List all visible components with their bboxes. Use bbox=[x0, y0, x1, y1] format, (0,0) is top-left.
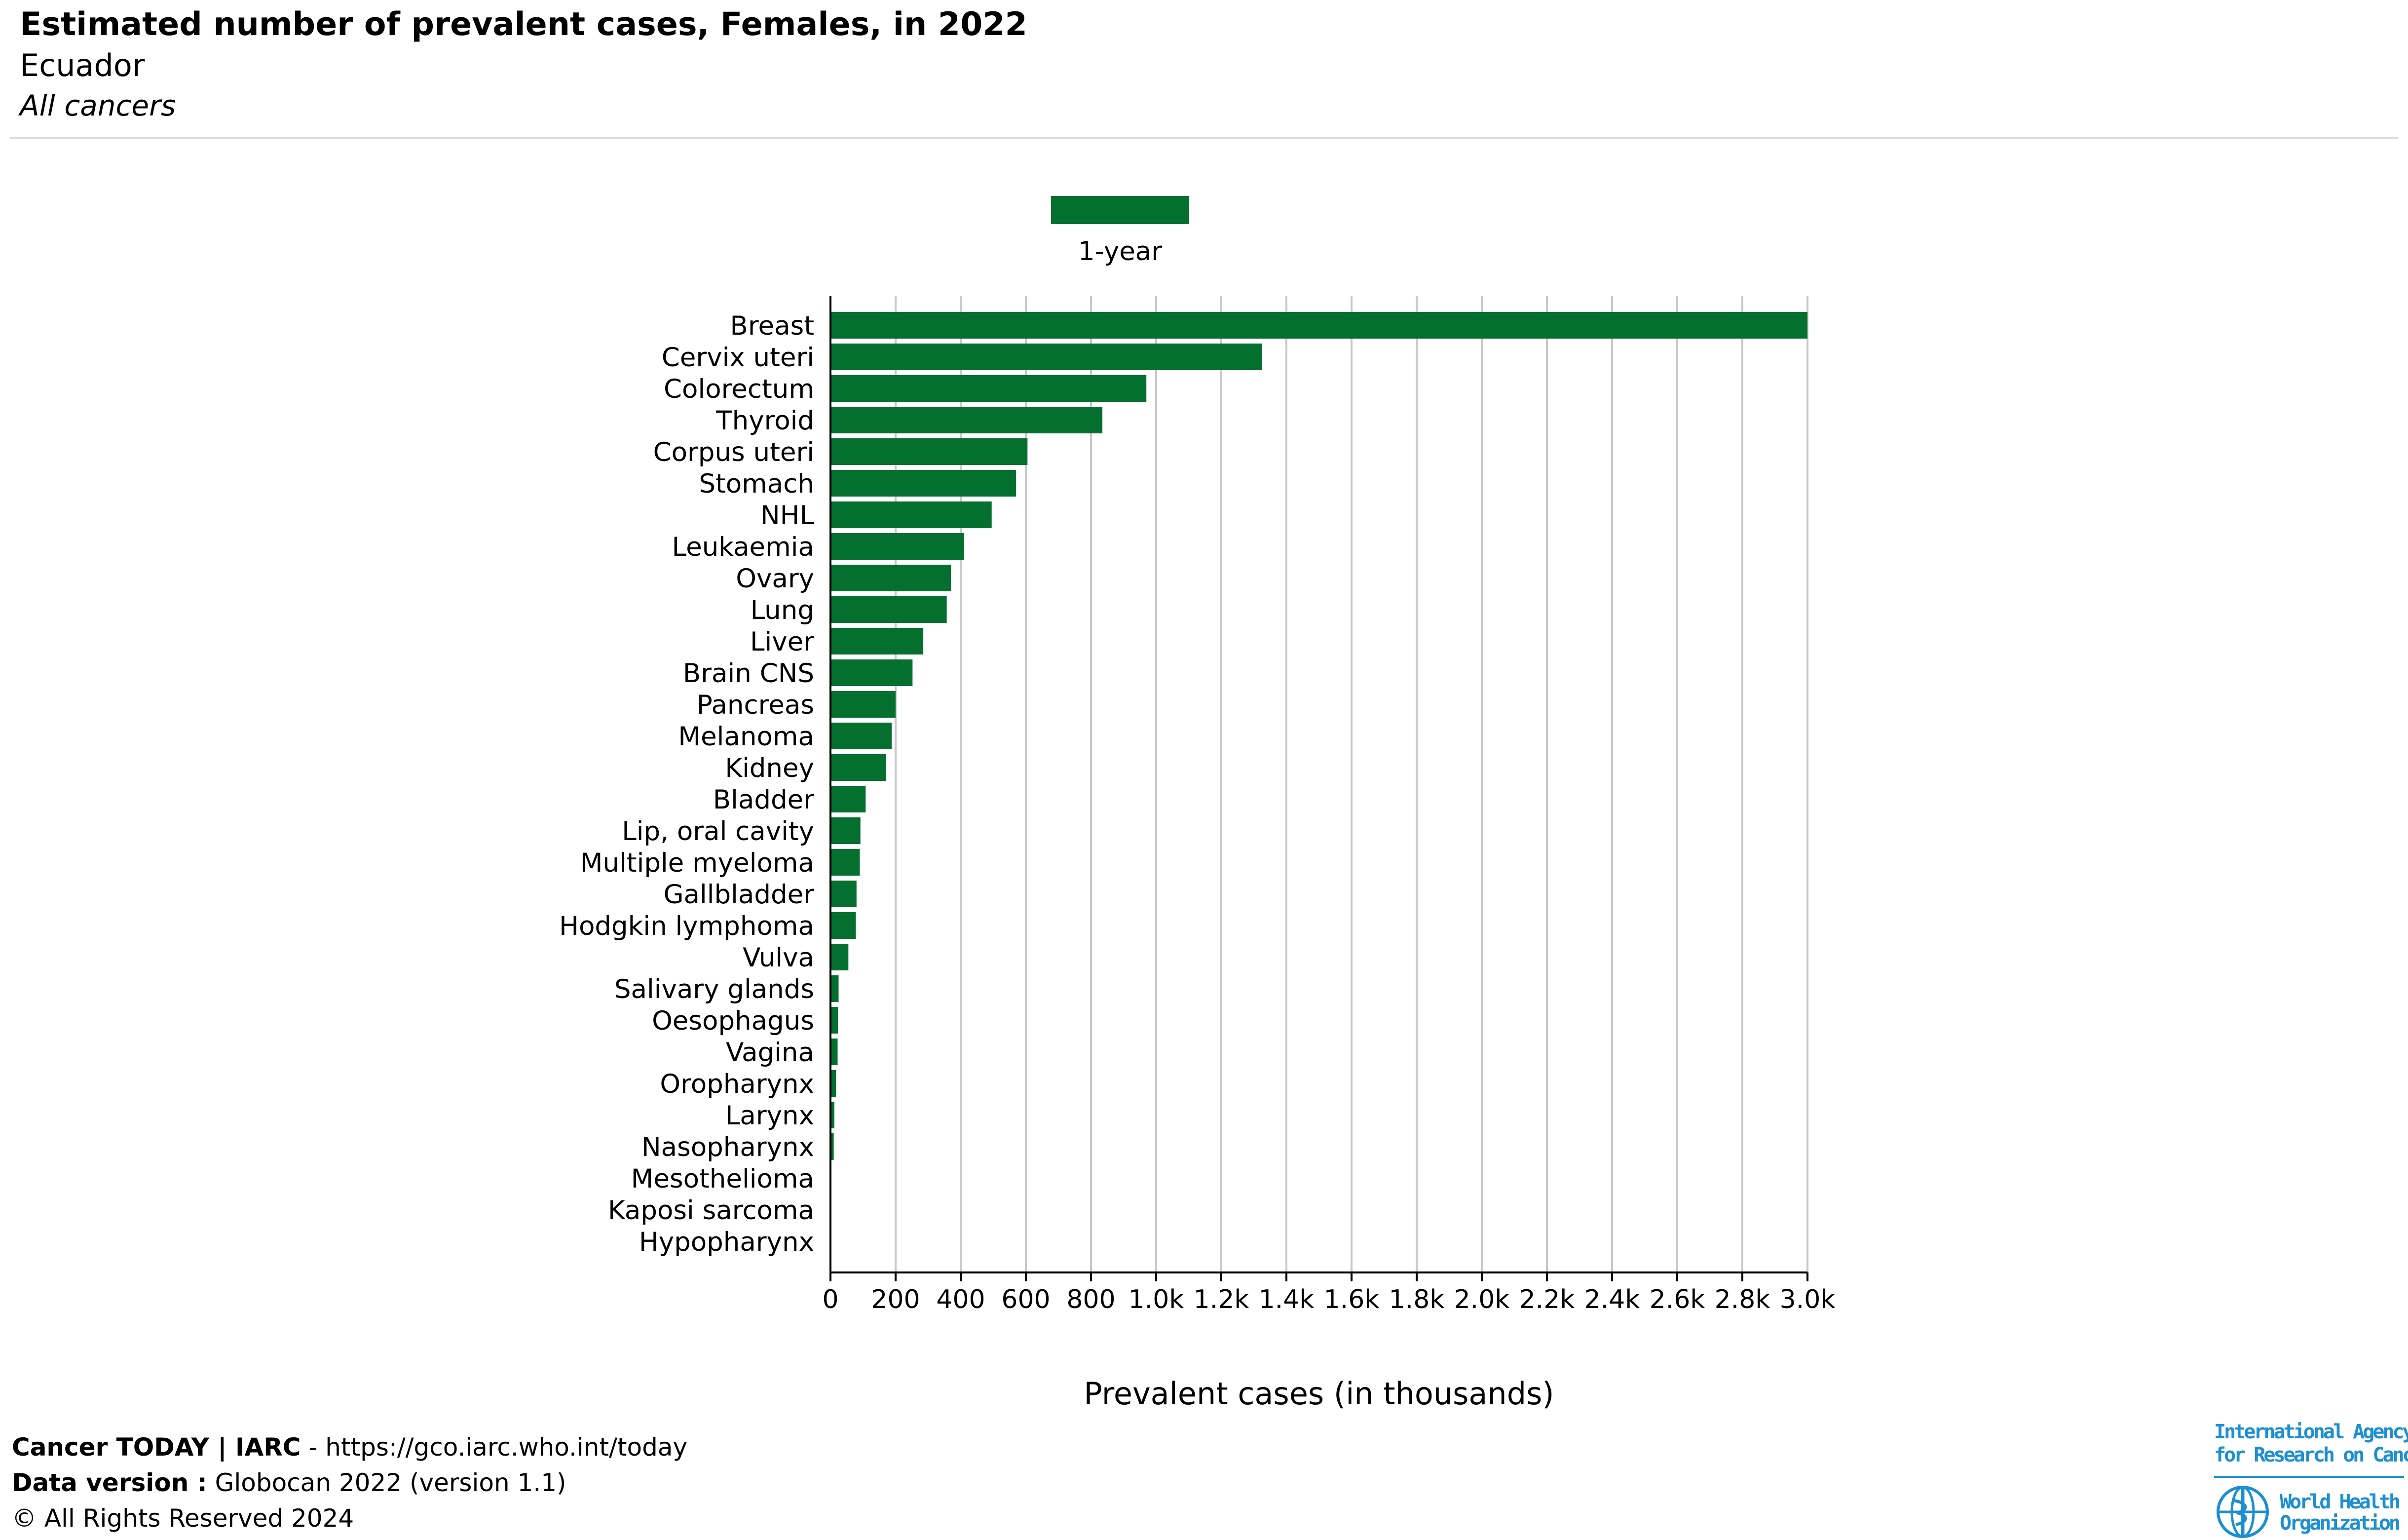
bar[interactable] bbox=[830, 533, 964, 560]
legend-swatch[interactable] bbox=[1051, 196, 1189, 224]
category-label: Bladder bbox=[713, 785, 814, 815]
category-label: Corpus uteri bbox=[653, 437, 814, 467]
category-label: Melanoma bbox=[678, 722, 814, 752]
category-label: Hypopharynx bbox=[639, 1227, 814, 1257]
bar[interactable] bbox=[830, 438, 1028, 465]
category-label: Vagina bbox=[726, 1038, 814, 1068]
category-label: Ovary bbox=[736, 564, 814, 594]
x-tick-label: 1.0k bbox=[1129, 1285, 1184, 1314]
bar[interactable] bbox=[830, 817, 861, 844]
category-label: Lung bbox=[751, 595, 814, 625]
bar[interactable] bbox=[830, 565, 951, 591]
x-tick-label: 2.8k bbox=[1715, 1285, 1770, 1314]
x-tick-label: 1.2k bbox=[1194, 1285, 1249, 1314]
legend[interactable]: 1-year bbox=[1051, 196, 1189, 267]
bar[interactable] bbox=[830, 1070, 836, 1097]
x-tick-label: 800 bbox=[1066, 1285, 1115, 1314]
category-label: Kidney bbox=[725, 753, 814, 783]
bar[interactable] bbox=[830, 786, 866, 812]
bar[interactable] bbox=[830, 501, 992, 528]
iarc-logo-line2: for Research on Cancer bbox=[2214, 1444, 2408, 1466]
chart-subsubtitle: All cancers bbox=[20, 89, 176, 122]
footer-version-value: Globocan 2022 (version 1.1) bbox=[207, 1468, 566, 1497]
category-label: Mesothelioma bbox=[631, 1164, 814, 1194]
x-tick-label: 1.8k bbox=[1389, 1285, 1445, 1314]
bar[interactable] bbox=[830, 944, 849, 970]
bar[interactable] bbox=[830, 596, 947, 623]
category-label: Oropharynx bbox=[660, 1069, 814, 1099]
category-label: Cervix uteri bbox=[662, 343, 814, 373]
bar[interactable] bbox=[830, 754, 886, 781]
footer-source-bold: Cancer TODAY | IARC bbox=[12, 1433, 301, 1462]
category-label: Multiple myeloma bbox=[580, 848, 814, 878]
x-tick-label: 2.0k bbox=[1454, 1285, 1510, 1314]
header-divider bbox=[10, 137, 2398, 139]
x-tick-label: 2.2k bbox=[1519, 1285, 1575, 1314]
footer-version-bold: Data version : bbox=[12, 1468, 207, 1497]
bar[interactable] bbox=[830, 470, 1016, 497]
footer-source-link[interactable]: - https://gco.iarc.who.int/today bbox=[301, 1433, 688, 1462]
category-label: Oesophagus bbox=[652, 1006, 814, 1036]
x-tick-label: 400 bbox=[936, 1285, 985, 1314]
category-label: Salivary glands bbox=[614, 974, 814, 1004]
category-label: Vulva bbox=[743, 943, 814, 973]
chart-title: Estimated number of prevalent cases, Fem… bbox=[20, 6, 1027, 43]
bar[interactable] bbox=[830, 849, 860, 876]
bar[interactable] bbox=[830, 1007, 838, 1034]
who-logo-line1: World Health bbox=[2280, 1491, 2401, 1513]
legend-label[interactable]: 1-year bbox=[1078, 236, 1162, 267]
footer-source: Cancer TODAY | IARC - https://gco.iarc.w… bbox=[12, 1433, 687, 1462]
logo-divider bbox=[2214, 1476, 2404, 1478]
bar[interactable] bbox=[830, 312, 1807, 339]
category-label: Stomach bbox=[699, 469, 814, 499]
category-label: Brain CNS bbox=[683, 658, 814, 689]
category-label: Hodgkin lymphoma bbox=[559, 911, 814, 941]
x-tick-label: 2.4k bbox=[1584, 1285, 1640, 1314]
category-label: Gallbladder bbox=[663, 880, 814, 910]
x-tick-label: 600 bbox=[1001, 1285, 1050, 1314]
bar[interactable] bbox=[830, 723, 892, 749]
footer-version: Data version : Globocan 2022 (version 1.… bbox=[12, 1468, 566, 1497]
bar[interactable] bbox=[830, 691, 896, 718]
x-axis-title: Prevalent cases (in thousands) bbox=[1084, 1376, 1554, 1412]
x-tick-label: 2.6k bbox=[1650, 1285, 1705, 1314]
bar[interactable] bbox=[830, 659, 913, 686]
category-label: Leukaemia bbox=[672, 532, 814, 562]
bar[interactable] bbox=[830, 1039, 838, 1065]
category-label: NHL bbox=[760, 500, 815, 531]
bar[interactable] bbox=[830, 881, 857, 907]
bar[interactable] bbox=[830, 1102, 834, 1128]
category-label: Lip, oral cavity bbox=[622, 816, 814, 847]
bar[interactable] bbox=[830, 975, 839, 1002]
x-tick-label: 200 bbox=[871, 1285, 920, 1314]
bar[interactable] bbox=[830, 375, 1147, 402]
category-label: Larynx bbox=[725, 1101, 814, 1131]
footer-copyright: © All Rights Reserved 2024 bbox=[12, 1504, 354, 1533]
x-tick-label: 1.6k bbox=[1324, 1285, 1380, 1314]
category-label: Liver bbox=[750, 627, 814, 657]
who-logo-line2: Organization bbox=[2280, 1512, 2401, 1535]
x-tick-label: 0 bbox=[822, 1285, 838, 1314]
chart-subtitle: Ecuador bbox=[20, 47, 145, 83]
bar[interactable] bbox=[830, 344, 1262, 370]
bar[interactable] bbox=[830, 407, 1103, 433]
iarc-logo-line1: International Agency bbox=[2214, 1421, 2408, 1443]
category-label: Kaposi sarcoma bbox=[608, 1195, 814, 1226]
bars bbox=[830, 312, 1807, 1223]
category-label: Nasopharynx bbox=[641, 1132, 814, 1162]
x-tick-label: 1.4k bbox=[1259, 1285, 1315, 1314]
who-emblem-icon bbox=[2217, 1486, 2269, 1538]
axes: 0 200 400 600 800 1.0k 1.2k 1.4k 1.6k 1.8k 2.0k 2.2… bbox=[559, 296, 1835, 1314]
bar[interactable] bbox=[830, 912, 856, 939]
category-label: Colorectum bbox=[664, 374, 814, 404]
bar[interactable] bbox=[830, 1133, 834, 1160]
category-label: Pancreas bbox=[697, 690, 814, 720]
bar[interactable] bbox=[830, 628, 924, 654]
x-tick-label: 3.0k bbox=[1780, 1285, 1836, 1314]
grid-lines bbox=[895, 296, 1808, 1272]
category-label: Thyroid bbox=[715, 406, 814, 436]
category-label: Breast bbox=[730, 311, 814, 341]
